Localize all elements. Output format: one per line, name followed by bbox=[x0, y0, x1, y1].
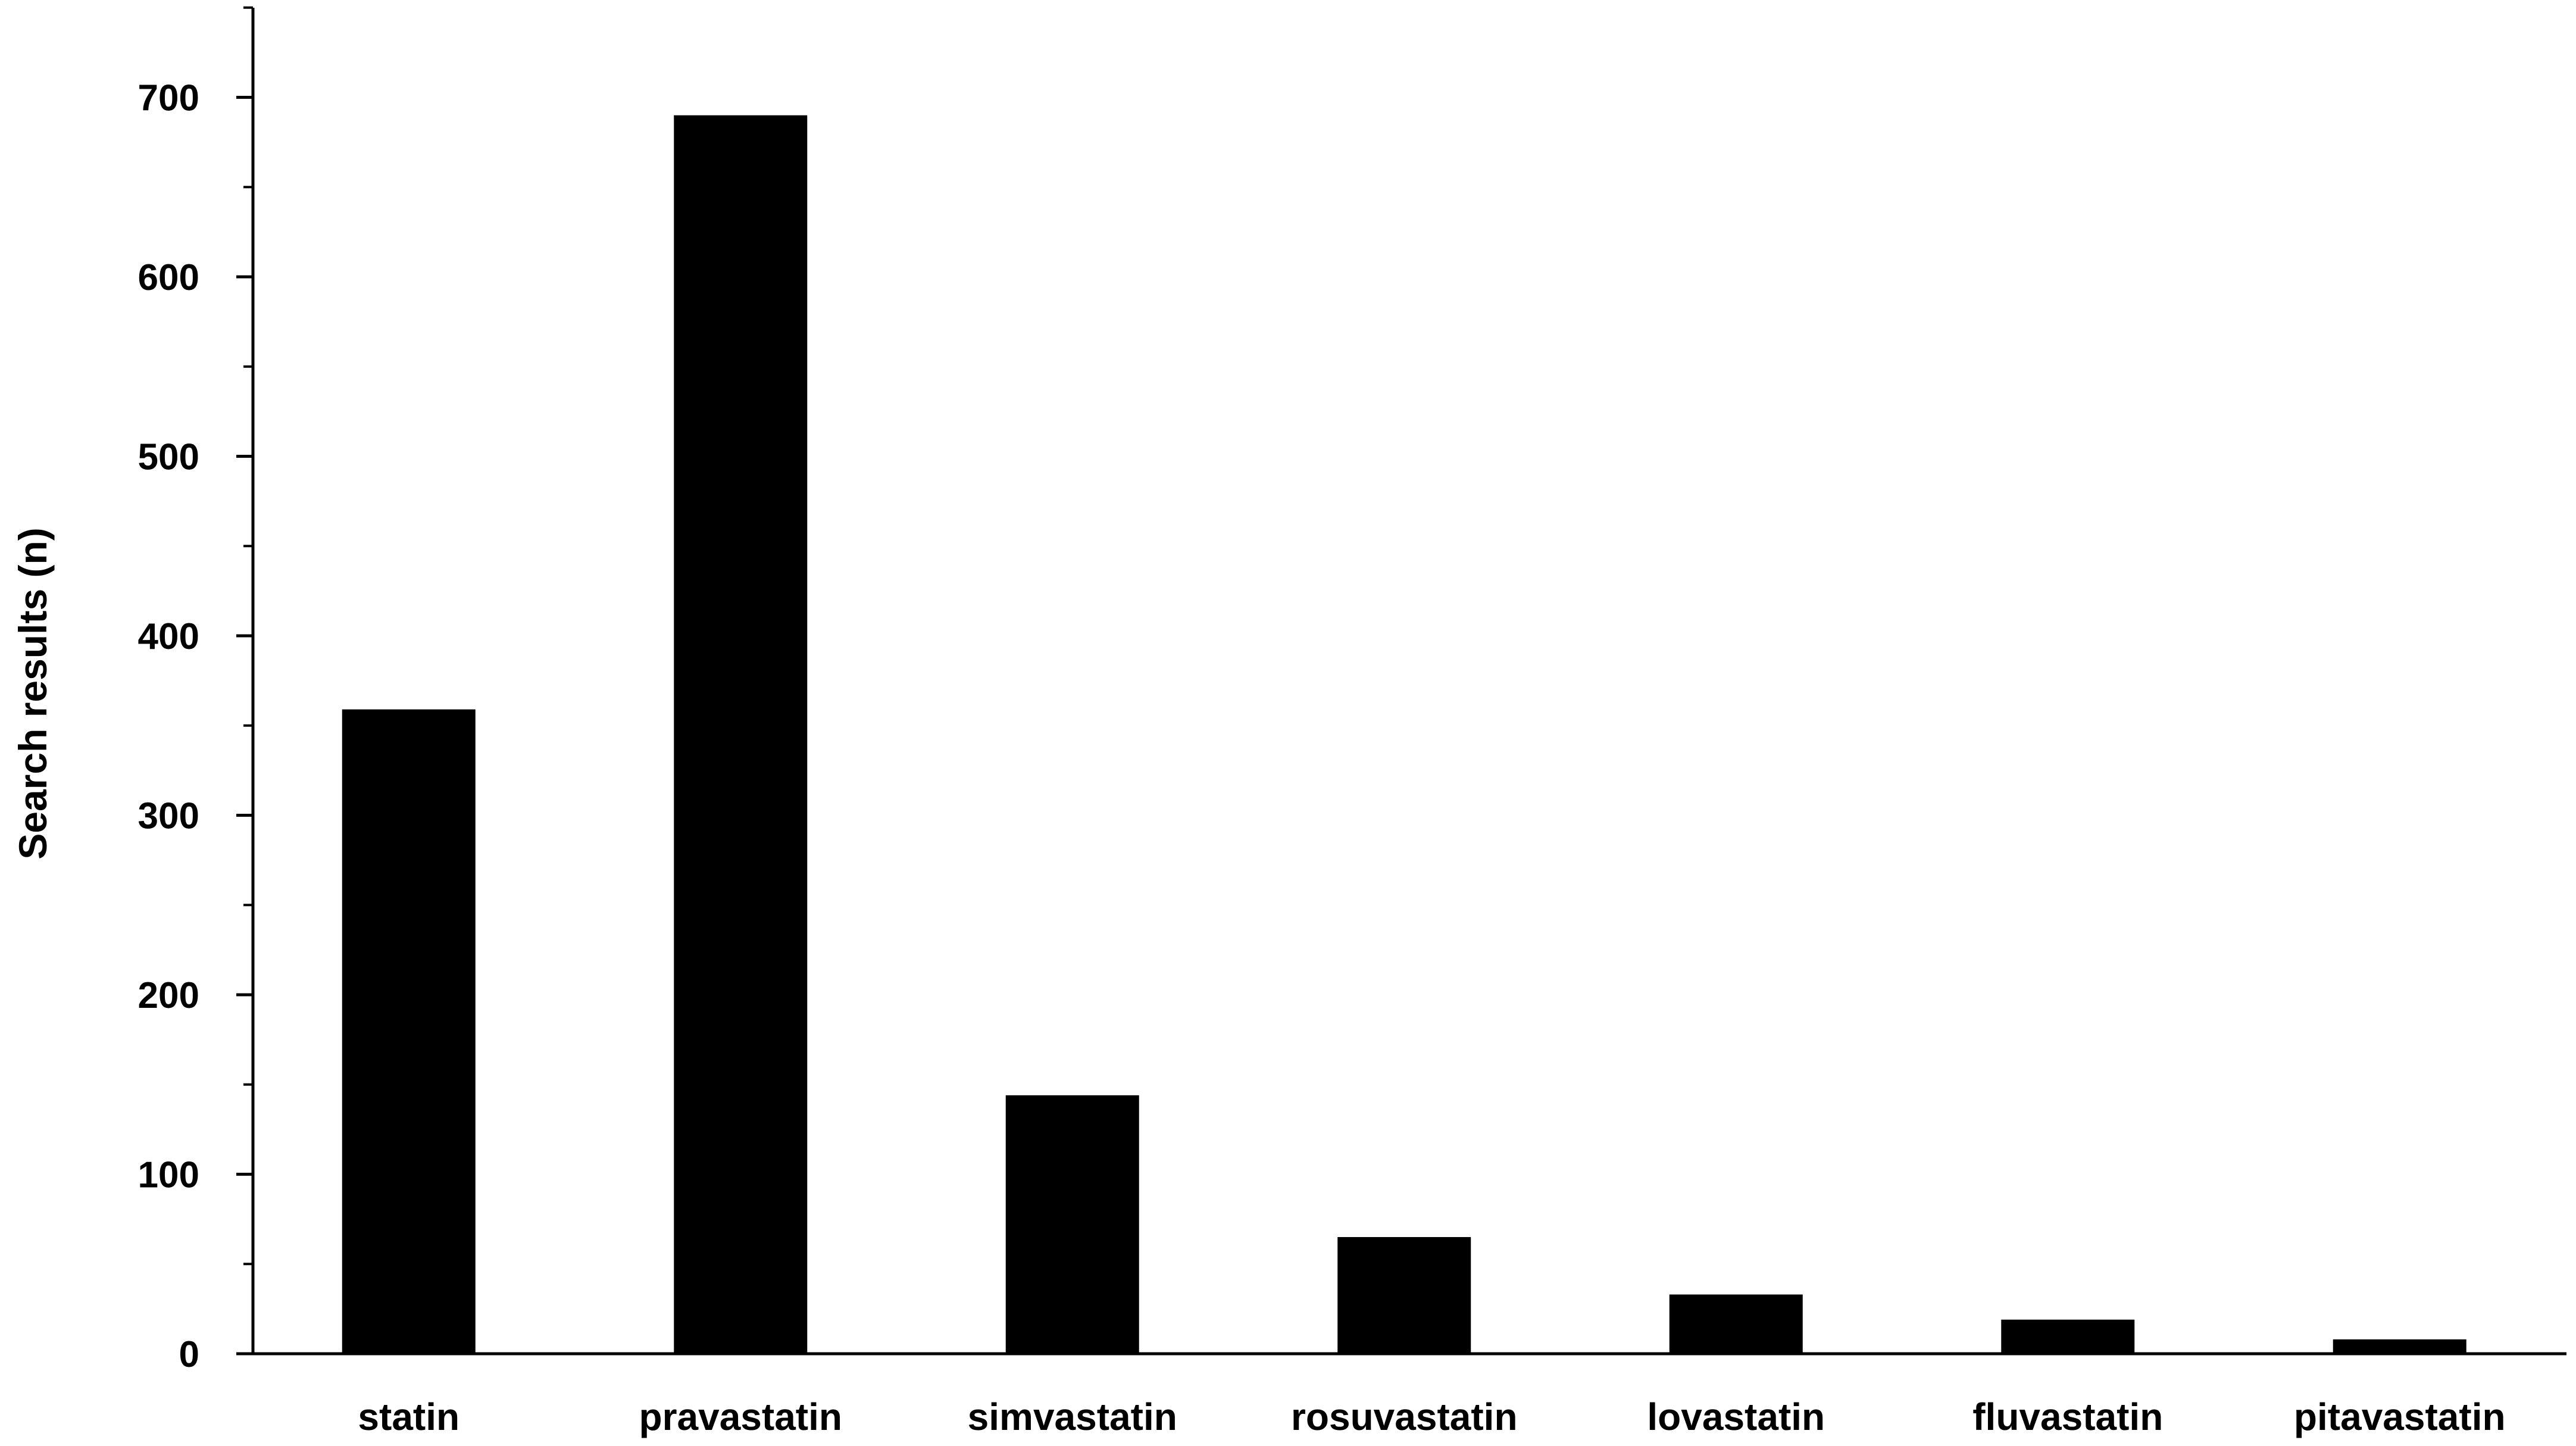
bar-lovastatin bbox=[1669, 1294, 1803, 1354]
x-tick-label-pravastatin: pravastatin bbox=[639, 1395, 842, 1438]
x-tick-label-rosuvastatin: rosuvastatin bbox=[1291, 1395, 1518, 1438]
labels-layer: statin pravastatin simvastatin rosuvastatin… bbox=[138, 78, 2506, 1439]
bar-statin bbox=[342, 709, 476, 1354]
bars-layer bbox=[342, 115, 2466, 1354]
bar-pitavastatin bbox=[2333, 1339, 2466, 1354]
y-tick-label-0: 0 bbox=[179, 1334, 199, 1375]
bar-fluvastatin bbox=[2001, 1319, 2135, 1354]
y-tick-label-100: 100 bbox=[138, 1155, 199, 1196]
y-tick-label-400: 400 bbox=[138, 616, 199, 657]
x-tick-label-simvastatin: simvastatin bbox=[968, 1395, 1177, 1438]
y-axis-title: Search results (n) bbox=[11, 527, 55, 860]
axes-layer bbox=[236, 6, 2566, 1356]
y-tick-label-700: 700 bbox=[138, 78, 199, 119]
y-tick-label-600: 600 bbox=[138, 257, 199, 298]
y-tick-label-500: 500 bbox=[138, 437, 199, 478]
x-tick-label-statin: statin bbox=[358, 1395, 459, 1438]
x-tick-label-pitavastatin: pitavastatin bbox=[2294, 1395, 2506, 1438]
y-tick-label-200: 200 bbox=[138, 975, 199, 1016]
bar-rosuvastatin bbox=[1337, 1237, 1471, 1354]
bar-pravastatin bbox=[674, 115, 808, 1354]
x-tick-label-lovastatin: lovastatin bbox=[1647, 1395, 1825, 1438]
x-tick-label-fluvastatin: fluvastatin bbox=[1972, 1395, 2163, 1438]
y-tick-label-300: 300 bbox=[138, 796, 199, 837]
bar-simvastatin bbox=[1005, 1095, 1139, 1354]
